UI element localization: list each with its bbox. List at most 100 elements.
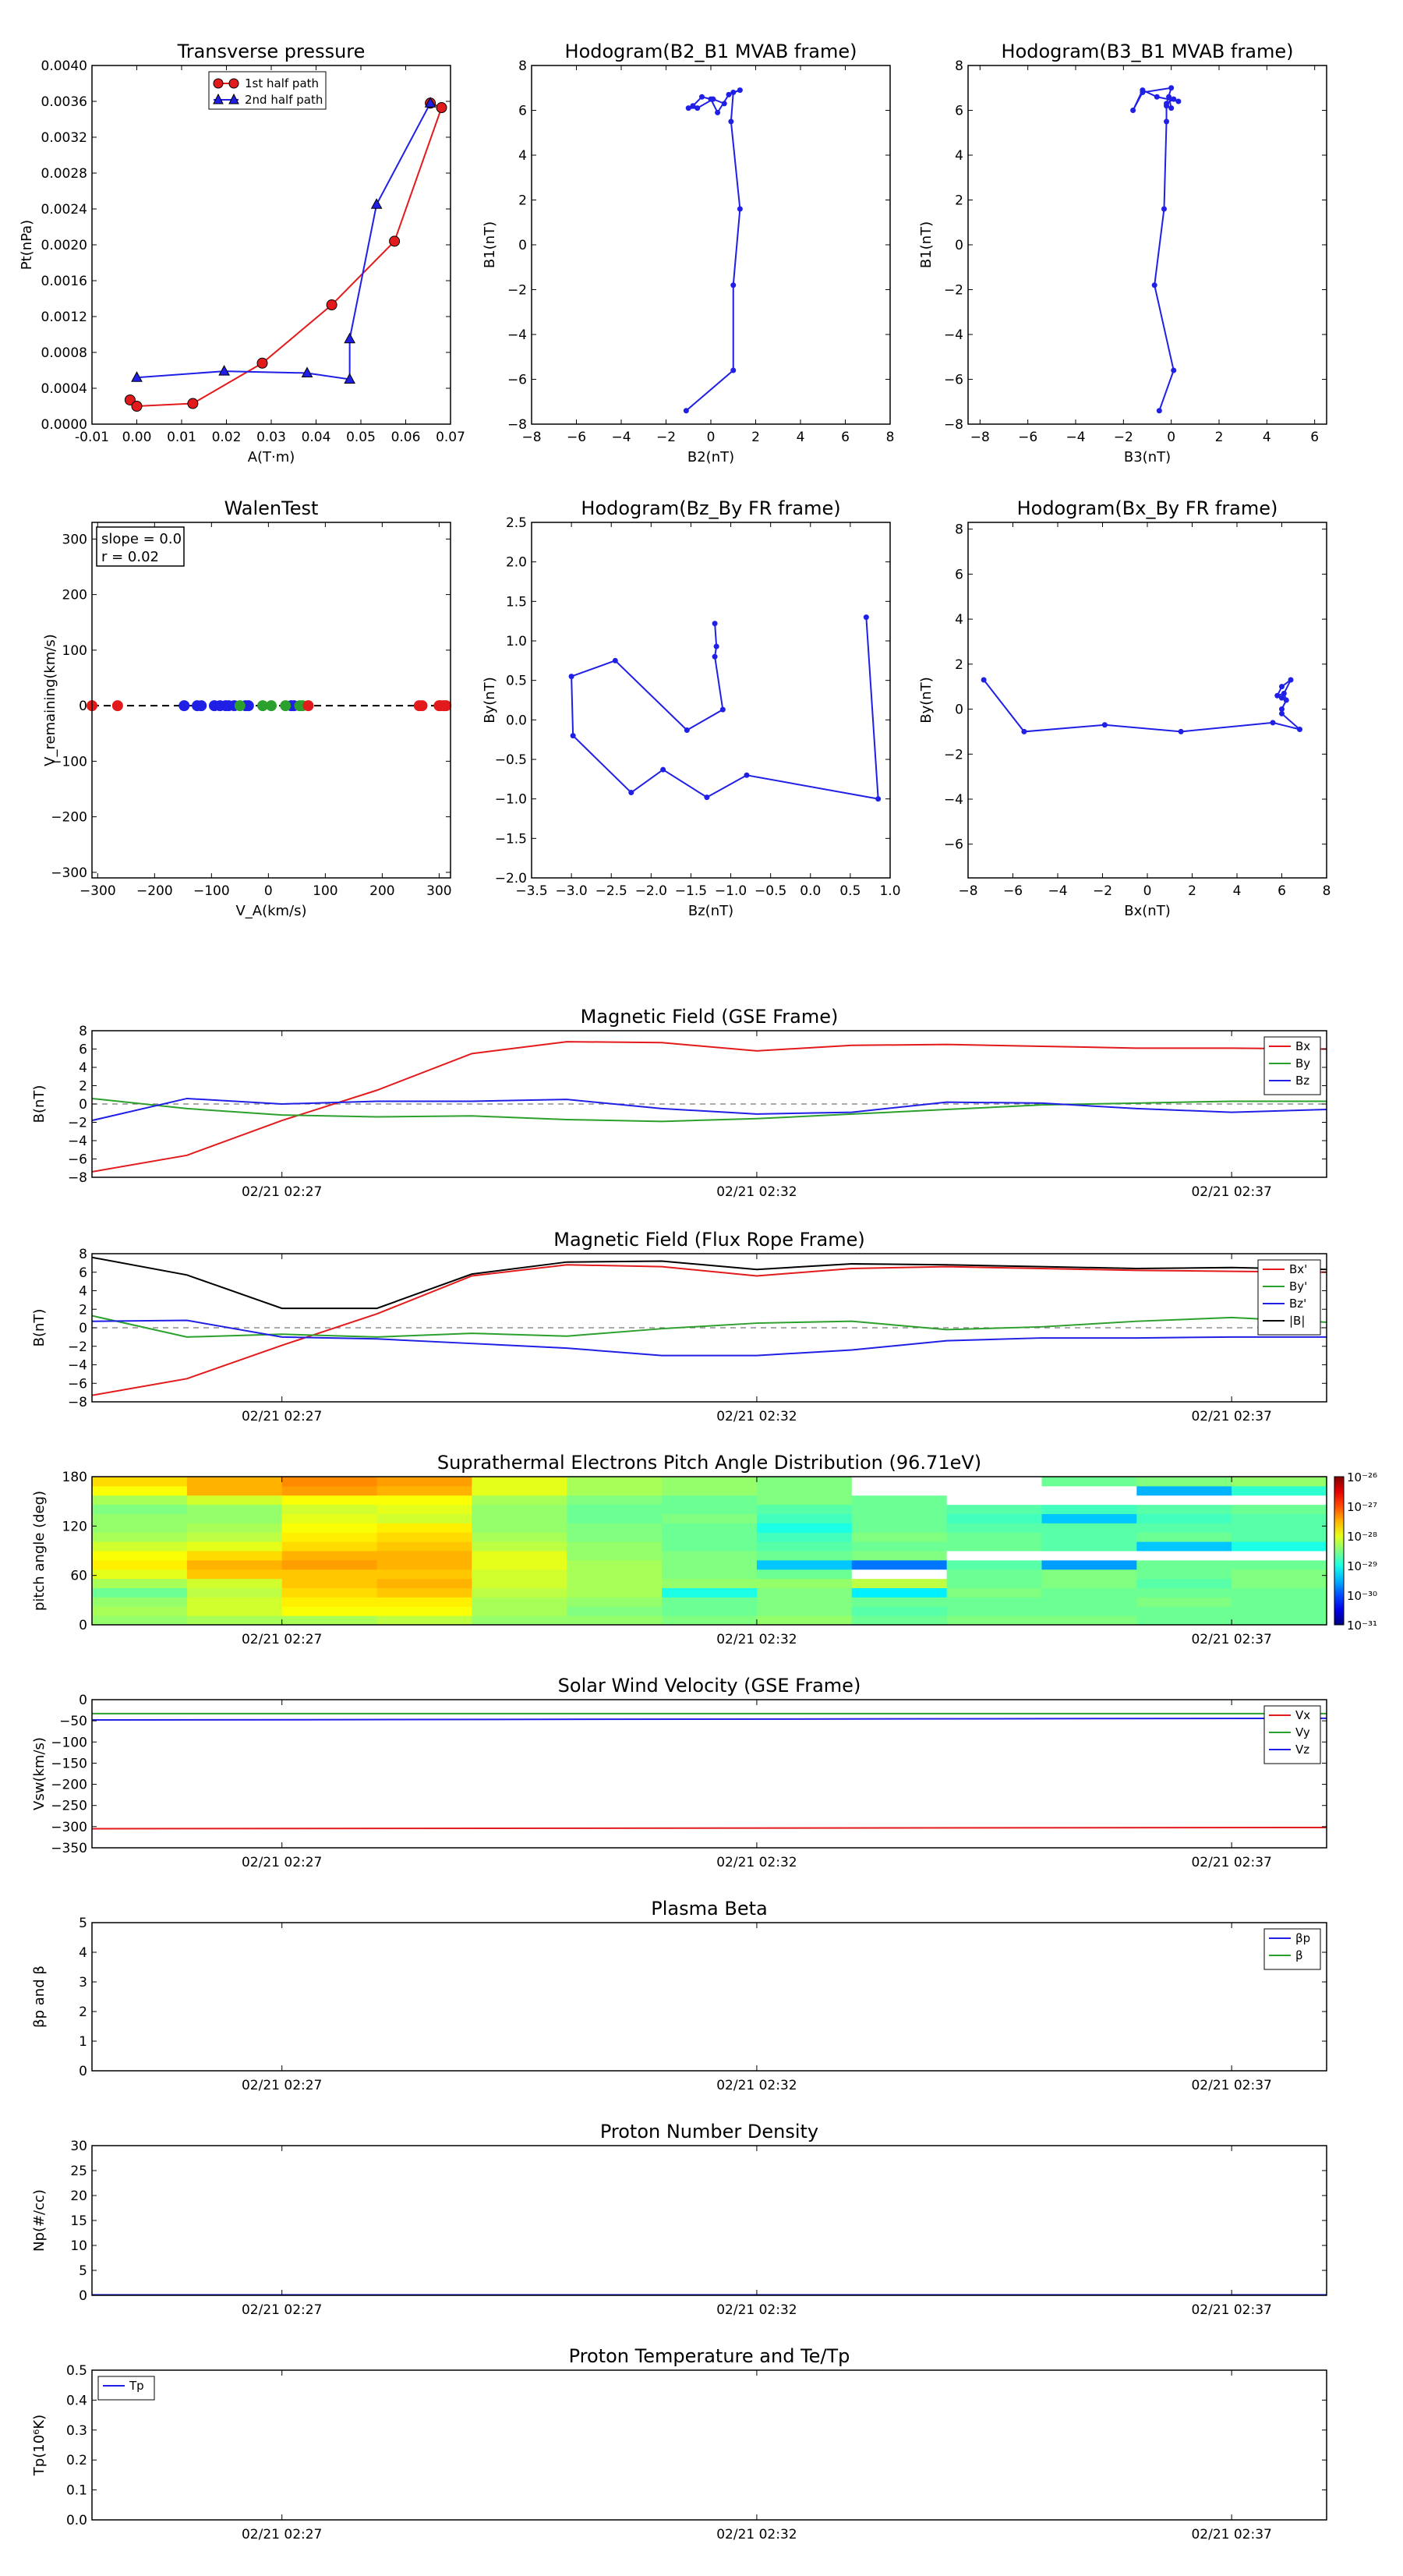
time-tick-label: 02/21 02:27	[242, 2078, 322, 2093]
y-tick-label: −300	[51, 865, 87, 881]
y-tick-label: 6	[79, 1265, 87, 1281]
x-tick-label: 200	[369, 883, 394, 899]
series-line-1	[129, 102, 443, 408]
heatmap-cell	[851, 1541, 948, 1552]
y-tick-label: −4	[944, 327, 963, 343]
y-tick-label: 4	[79, 1945, 87, 1961]
heatmap-cell	[1041, 1578, 1137, 1588]
y-tick-label: 0.3	[66, 2423, 87, 2439]
data-point	[710, 96, 716, 102]
heatmap-cell	[472, 1495, 567, 1506]
y-tick-label: 8	[79, 1247, 87, 1262]
heatmap-cell	[946, 1504, 1042, 1514]
heatmap-cell	[1136, 1504, 1232, 1514]
heatmap-cell	[92, 1559, 188, 1570]
x-tick-label: −0.5	[755, 883, 786, 899]
x-tick-label: −2.0	[635, 883, 667, 899]
heatmap-cell	[1136, 1513, 1232, 1523]
x-tick-label: 0.03	[256, 430, 286, 445]
heatmap-cell	[1232, 1513, 1327, 1523]
legend-label: 1st half path	[245, 76, 319, 90]
heatmap-cell	[567, 1477, 663, 1487]
heatmap-cell	[756, 1551, 853, 1561]
data-point	[234, 700, 246, 712]
data-point	[699, 94, 705, 100]
x-tick-label: 2	[751, 430, 760, 445]
y-tick-label: −2	[507, 283, 527, 299]
data-point	[660, 766, 666, 773]
y-axis-label: pitch angle (deg)	[31, 1491, 48, 1611]
heatmap-cell	[281, 1495, 378, 1506]
y-tick-label: 10	[70, 2238, 87, 2254]
y-tick-label: 2	[955, 657, 963, 673]
heatmap-cell	[186, 1578, 283, 1588]
x-axis-label: B3(nT)	[1124, 449, 1171, 465]
heatmap-cell	[186, 1587, 283, 1598]
heatmap-cell	[376, 1551, 472, 1561]
y-tick-label: 120	[62, 1519, 87, 1534]
legend-box	[208, 71, 327, 110]
x-tick-label: 0.02	[212, 430, 242, 445]
heatmap-cell	[186, 1523, 283, 1533]
heatmap-cell	[851, 1551, 948, 1561]
heatmap-cell	[281, 1597, 378, 1607]
heatmap-cell	[662, 1485, 758, 1496]
plot-frame	[91, 65, 451, 425]
heatmap-cell	[1041, 1523, 1137, 1533]
heatmap-cell	[567, 1532, 663, 1542]
heatmap-cell	[756, 1559, 853, 1570]
series-line	[91, 1041, 1327, 1173]
x-tick-label: 4	[1263, 430, 1271, 445]
data-point	[684, 727, 690, 734]
heatmap-cell	[851, 1532, 948, 1542]
y-tick-label: −4	[507, 327, 527, 343]
heatmap-cell	[376, 1606, 472, 1616]
y-tick-label: 2	[79, 1302, 87, 1318]
legend-label: By	[1295, 1056, 1310, 1070]
heatmap-cell	[946, 1551, 1042, 1561]
heatmap-cell	[92, 1504, 188, 1514]
x-tick-label: −8	[521, 430, 541, 445]
heatmap-cell	[1232, 1532, 1327, 1542]
x-tick-label: 8	[886, 430, 895, 445]
series-line	[91, 1097, 1327, 1123]
panel-hodogram-b3-b1: Hodogram(B3_B1 MVAB frame) −8 −6 −4 −2 0 2 4 6 −8…	[918, 41, 1327, 465]
heatmap-cell	[92, 1485, 188, 1496]
colorbar-tick-label: 10⁻²⁶	[1347, 1470, 1377, 1484]
y-axis-label: By(nT)	[918, 677, 935, 723]
legend-box	[97, 2376, 155, 2401]
heatmap-cell	[662, 1513, 758, 1523]
data-point	[440, 700, 452, 712]
heatmap-cell	[851, 1513, 948, 1523]
heatmap-cell	[472, 1569, 567, 1580]
legend-label: Bx'	[1289, 1262, 1307, 1276]
data-point	[728, 119, 734, 125]
heatmap-cell	[851, 1587, 948, 1598]
data-point	[715, 109, 721, 115]
heatmap-cell	[567, 1523, 663, 1533]
y-tick-label: 4	[79, 1284, 87, 1300]
y-tick-label: 0.5	[506, 674, 527, 689]
heatmap-cell	[567, 1485, 663, 1496]
heatmap-cell	[376, 1513, 472, 1523]
x-axis-label: A(T·m)	[248, 449, 295, 465]
y-tick-label: 0.0040	[41, 58, 87, 74]
heatmap-cell	[376, 1587, 472, 1598]
heatmap-cell	[662, 1578, 758, 1588]
x-tick-label: −8	[958, 883, 977, 899]
colorbar-tick-label: 10⁻²⁷	[1347, 1500, 1377, 1514]
plot-frame	[967, 65, 1327, 425]
panel-pad: Suprathermal Electrons Pitch Angle Distr…	[31, 1452, 1377, 1647]
heatmap-cell	[281, 1523, 378, 1533]
heatmap-cell	[281, 1551, 378, 1561]
heatmap-cell	[567, 1495, 663, 1506]
heatmap-cell	[281, 1477, 378, 1487]
y-tick-label: 0.0004	[41, 381, 87, 397]
heatmap-cell	[186, 1495, 283, 1506]
y-tick-label: 0	[79, 699, 87, 714]
panel-title: Magnetic Field (Flux Rope Frame)	[553, 1229, 864, 1251]
plot-frame	[91, 522, 451, 879]
data-point	[744, 772, 750, 778]
heatmap-cell	[851, 1559, 948, 1570]
data-point	[1021, 728, 1027, 734]
